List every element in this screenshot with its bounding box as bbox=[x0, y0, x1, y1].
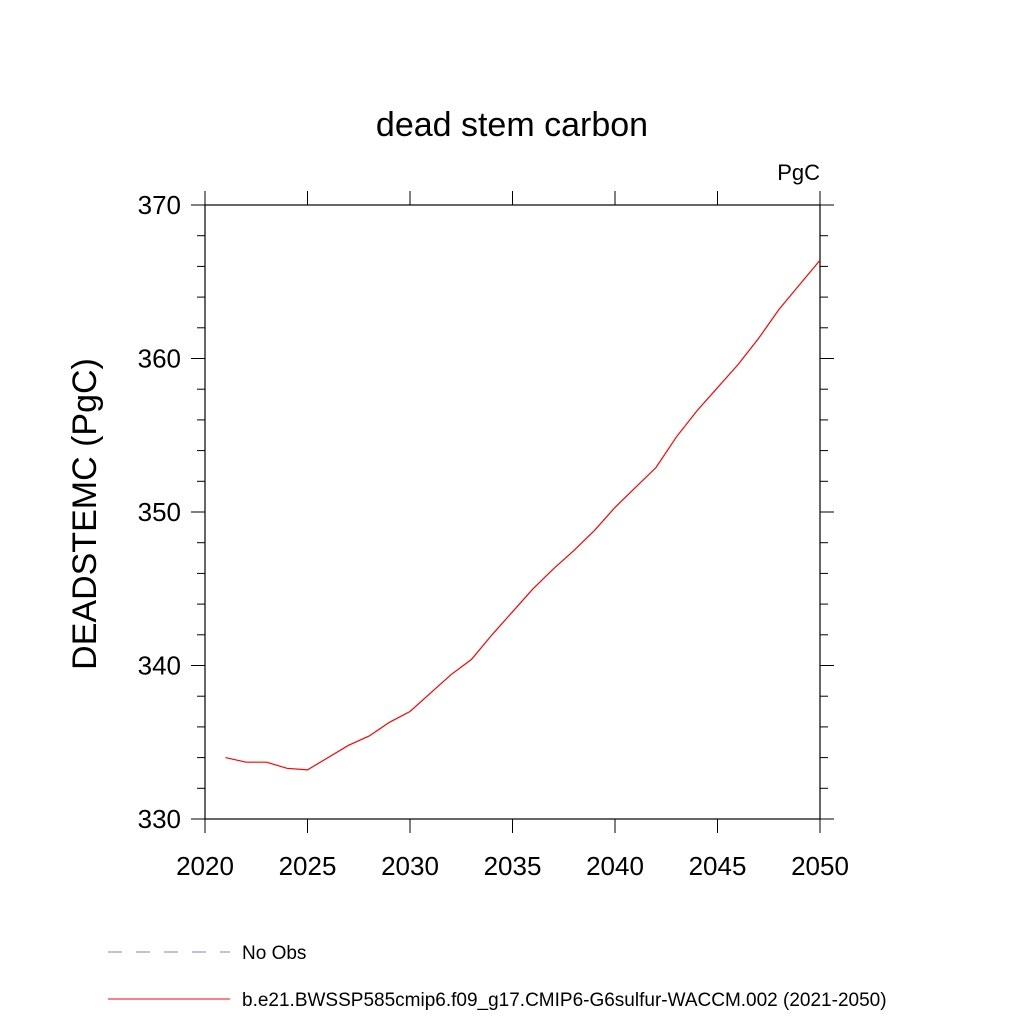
y-tick-label: 340 bbox=[138, 651, 181, 681]
x-tick-label: 2020 bbox=[176, 851, 234, 881]
x-tick-label: 2030 bbox=[381, 851, 439, 881]
x-tick-label: 2040 bbox=[586, 851, 644, 881]
series-group bbox=[225, 259, 821, 771]
plot-frame bbox=[204, 204, 821, 820]
units-label: PgC bbox=[777, 160, 820, 185]
y-tick-label: 360 bbox=[138, 344, 181, 374]
x-tick-label: 2025 bbox=[279, 851, 337, 881]
x-tick-label: 2045 bbox=[689, 851, 747, 881]
x-tick-label: 2035 bbox=[484, 851, 542, 881]
y-tick-label: 350 bbox=[138, 497, 181, 527]
legend-label-no-obs: No Obs bbox=[242, 943, 306, 964]
y-axis-label: DEADSTEMC (PgC) bbox=[66, 358, 104, 670]
axis-ticks bbox=[191, 191, 834, 833]
series-line bbox=[225, 259, 821, 771]
legend: No Obs b.e21.BWSSP585cmip6.f09_g17.CMIP6… bbox=[108, 943, 887, 1011]
y-tick-label: 330 bbox=[138, 804, 181, 834]
y-tick-label: 370 bbox=[138, 190, 181, 220]
chart-title: dead stem carbon bbox=[376, 106, 648, 144]
tick-labels: 2020 2025 2030 2035 2040 2045 2050 330 340 350 360… bbox=[138, 190, 849, 881]
x-tick-label: 2050 bbox=[791, 851, 849, 881]
legend-label-model: b.e21.BWSSP585cmip6.f09_g17.CMIP6-G6sulf… bbox=[242, 990, 887, 1011]
